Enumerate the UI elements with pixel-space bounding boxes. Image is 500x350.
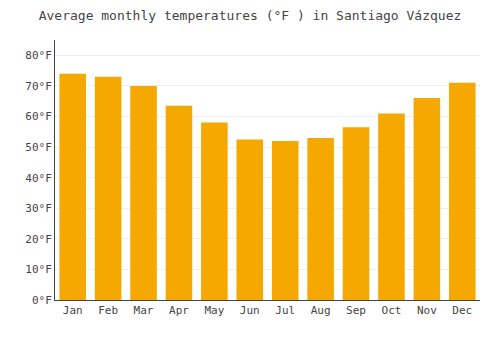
svg-text:Average monthly temperatures (: Average monthly temperatures (°F ) in Sa… — [39, 8, 462, 23]
svg-text:Oct: Oct — [382, 304, 402, 317]
svg-text:Jun: Jun — [240, 304, 260, 317]
svg-text:0°F: 0°F — [32, 294, 52, 307]
svg-text:Jul: Jul — [275, 304, 295, 317]
svg-text:Aug: Aug — [311, 304, 331, 317]
svg-text:30°F: 30°F — [25, 202, 52, 215]
svg-text:Jan: Jan — [63, 304, 83, 317]
svg-text:Feb: Feb — [98, 304, 118, 317]
svg-text:10°F: 10°F — [25, 263, 52, 276]
svg-text:Mar: Mar — [134, 304, 154, 317]
svg-text:50°F: 50°F — [25, 141, 52, 154]
svg-text:80°F: 80°F — [25, 49, 52, 62]
svg-text:May: May — [204, 304, 224, 317]
svg-text:40°F: 40°F — [25, 172, 52, 185]
svg-text:60°F: 60°F — [25, 110, 52, 123]
svg-text:Dec: Dec — [452, 304, 472, 317]
svg-text:20°F: 20°F — [25, 233, 52, 246]
svg-text:Sep: Sep — [346, 304, 366, 317]
svg-text:Apr: Apr — [169, 304, 189, 317]
svg-text:70°F: 70°F — [25, 80, 52, 93]
svg-text:Nov: Nov — [417, 304, 437, 317]
